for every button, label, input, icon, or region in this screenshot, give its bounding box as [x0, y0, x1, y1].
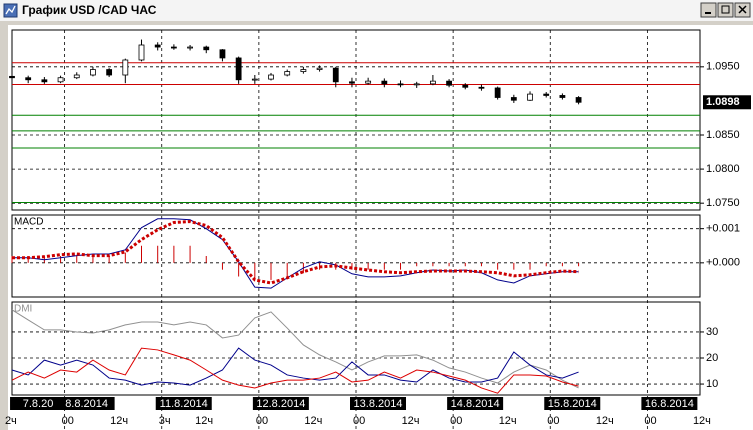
hour-label: 00 [547, 415, 559, 427]
date-box [350, 397, 406, 410]
window-icon-glyph [5, 5, 16, 15]
hour-label: 2ч [5, 415, 17, 427]
candle-body [446, 80, 452, 86]
candle-body [170, 46, 177, 49]
panel-title: DMI [14, 304, 32, 315]
date-box [252, 397, 309, 410]
candle-body [235, 57, 242, 81]
candle-body [575, 97, 582, 103]
hour-label: 00 [644, 415, 656, 427]
date-box [58, 397, 115, 410]
date-label: 8.8.2014 [65, 398, 108, 410]
candle-body [106, 69, 113, 76]
date-box [641, 397, 698, 410]
y-tick-label: +0.001 [706, 223, 740, 235]
hour-label: 00 [256, 415, 268, 427]
window-buttons[interactable] [700, 2, 751, 18]
date-box [155, 397, 212, 410]
candle-body [413, 83, 420, 86]
hour-label: 12ч [499, 415, 517, 427]
candle-body [462, 84, 469, 88]
hour-label: 12ч [110, 415, 128, 427]
hour-label: 00 [450, 415, 462, 427]
date-label: 13.8.2014 [354, 398, 403, 410]
candle-body [25, 77, 32, 81]
candle-body [187, 46, 193, 49]
candle-body [300, 69, 307, 72]
hour-label: 00 [62, 415, 74, 427]
candle-body [316, 67, 323, 70]
candle-body [478, 86, 485, 89]
window-title: График USD /CAD ЧАС [22, 3, 157, 17]
candle-body [527, 93, 533, 101]
candle-body [510, 97, 517, 101]
y-tick-label: 1.0850 [706, 129, 740, 141]
candle-body [57, 77, 64, 83]
date-label: 11.8.2014 [160, 398, 208, 410]
date-box [447, 397, 504, 410]
candle-body [349, 81, 355, 84]
candle-body [90, 69, 96, 76]
date-label: 7.8.20 [23, 398, 54, 410]
y-tick-label: +0.000 [706, 257, 740, 269]
date-label: 14.8.2014 [451, 398, 500, 410]
hour-label: 12ч [195, 415, 213, 427]
restore-button[interactable] [717, 2, 734, 18]
candle-body [332, 67, 339, 83]
series-line [11, 347, 579, 394]
series-line [12, 218, 579, 289]
y-tick-label: 30 [706, 326, 718, 338]
chart-area [8, 25, 753, 430]
candle-body [268, 74, 274, 80]
y-tick-label: 1.0950 [706, 61, 740, 73]
series-line [11, 347, 579, 386]
y-tick-label: 10 [706, 378, 718, 390]
hour-label: 12ч [402, 415, 420, 427]
hour-label: 12ч [304, 415, 322, 427]
last-price-box [703, 95, 751, 110]
candle-body [9, 75, 15, 79]
close-glyph [738, 5, 747, 14]
date-box [544, 397, 601, 410]
y-tick-label: 20 [706, 352, 718, 364]
candle-body [251, 78, 258, 81]
date-box [10, 397, 67, 410]
candle-body [397, 83, 404, 86]
candle-body [41, 79, 48, 83]
date-label: 16.8.2014 [645, 398, 694, 410]
panel-title: MACD [14, 217, 43, 228]
candle-body [219, 49, 226, 59]
series-line [12, 219, 579, 285]
hour-label: 3ч [159, 415, 171, 427]
y-tick-label: 1.0750 [706, 197, 740, 209]
candle-body [284, 71, 291, 76]
candle-body [429, 80, 436, 85]
candle-body [73, 74, 80, 79]
candle-body [122, 59, 129, 76]
series-line [11, 309, 579, 389]
candle-body [203, 46, 210, 51]
candle-body [138, 44, 145, 61]
date-label: 15.8.2014 [548, 398, 597, 410]
title-bar [0, 0, 753, 21]
hour-label: 12ч [693, 415, 711, 427]
candle-body [543, 93, 550, 96]
candle-body [381, 80, 388, 85]
restore-glyph [721, 5, 730, 14]
chart-layer: 1.0750 1.0800 1.0850 1.0950 +0.001 +0.000 MACD… [5, 29, 751, 430]
candle-body [365, 80, 372, 84]
y-tick-label: 1.0800 [706, 163, 740, 175]
hour-label: 12ч [596, 415, 614, 427]
date-label: 12.8.2014 [256, 398, 305, 410]
hour-label: 00 [353, 415, 365, 427]
candle-body [154, 44, 161, 48]
candle-body [494, 87, 501, 98]
candle-body [559, 95, 566, 98]
last-price-label: 1.0898 [706, 96, 740, 108]
minimize-button[interactable] [700, 2, 717, 18]
